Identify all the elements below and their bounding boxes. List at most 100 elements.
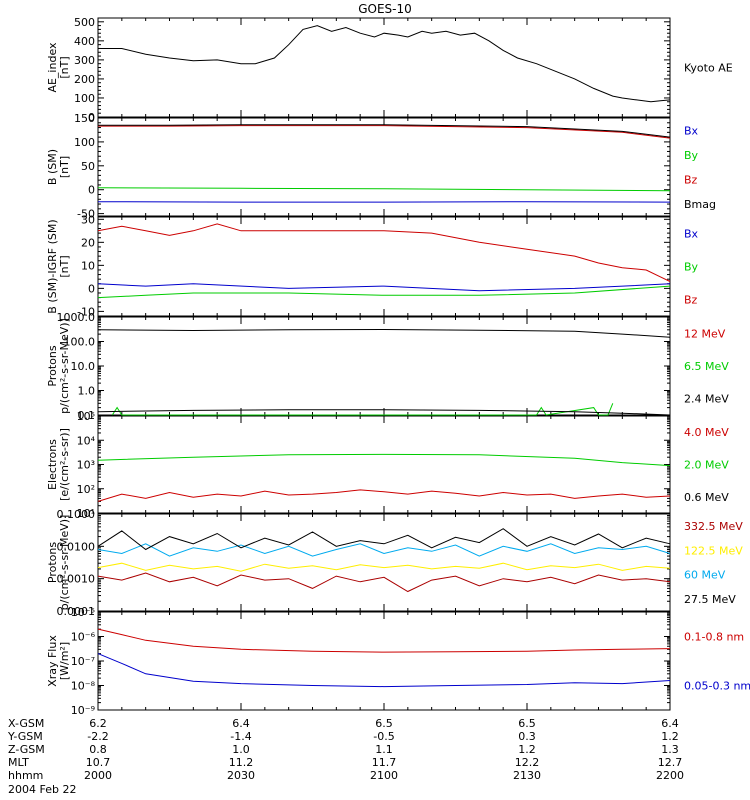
date-label: 2004 Feb 22 [8,783,76,796]
y-tick-label: 20 [81,236,95,249]
footer-row-label: MLT [8,756,29,769]
legend-entry: 0.6 MeV [684,491,729,504]
footer-value: 1.0 [232,743,250,756]
y-axis-label: B (SM)-IGRF (SM) [46,219,59,313]
series-line-Bx [97,283,671,292]
legend-entry: 0.1-0.8 nm [684,631,744,644]
series-line-Bmag [98,124,671,138]
legend-entry: 12 MeV [684,327,726,340]
footer-row-label: hhmm [8,769,43,782]
y-tick-label: 150 [74,112,95,125]
legend-entry: 4.0 MeV [684,426,729,439]
y-tick-label: 500 [74,16,95,29]
series-line-Bz [97,223,671,282]
series-line-By [97,187,671,192]
legend-entry: 60 MeV [684,569,726,582]
y-tick-label: -10 [77,305,95,318]
series-line-6-5-MeV [111,403,614,416]
y-tick-label: 10³ [77,459,95,472]
y-axis-label: B (SM) [46,149,59,185]
y-tick-label: 10⁵ [77,410,95,423]
y-axis-label: Xray Flux [46,635,59,687]
series-line-By [97,285,671,299]
footer-value: 10.7 [86,756,111,769]
panel-frame [97,415,671,514]
legend-entry: 0.05-0.3 nm [684,680,750,693]
panel-1: -50 0 50 100 150 B (SM) [nT] Bx By Bz Bmag [46,112,716,221]
y-axis-label: [W/m²] [58,642,71,680]
y-tick-label: 0.0001 [57,605,96,618]
panel-frame [97,117,671,217]
y-tick-label: 10⁴ [77,434,96,447]
legend-entry: 2.0 MeV [684,459,729,472]
footer-row-label: Y-GSM [7,730,43,743]
y-tick-label: 0.1 [78,409,96,422]
y-axis-label: p/(cm²-s-sr-MeV)] [58,515,71,611]
y-tick-label: 10⁻⁷ [71,655,95,668]
footer-value: 12.7 [658,756,683,769]
legend-entry: Bx [684,124,699,137]
legend-entry: Bz [684,294,698,307]
y-tick-label: 30 [81,213,95,226]
panel-2: -10 0 10 20 30 B (SM)-IGRF (SM) [nT] Bx By Bz [46,213,699,318]
series-line-0-6-MeV [97,409,671,416]
y-tick-label: 10⁻⁹ [71,704,95,717]
legend-entry: Bx [684,228,699,241]
series-line-0-05-0-3-nm [97,653,671,688]
y-axis-label: AE_index [46,42,59,93]
series-line-332-5-MeV [97,572,671,593]
series-line-Bz [98,125,671,139]
footer-value: 11.7 [372,756,397,769]
series-line-2-0-MeV [97,453,671,467]
footer-value: 6.2 [89,717,107,730]
panel-0: 0 100 200 300 400 500 AE_index [nT] Kyoto AE [46,16,733,124]
y-tick-label: 0 [88,282,95,295]
y-tick-label: 10¹ [77,507,95,520]
series-line-Kyoto-AE [98,25,671,103]
series-line-0-1-0-8-nm [97,628,671,653]
footer-value: 1.1 [375,743,393,756]
y-tick-label: 0.1000 [57,508,96,521]
y-axis-label: [e/(cm²-s-sr)] [58,428,71,501]
panel-frame [97,611,671,711]
y-axis-label: Protons [46,345,59,386]
footer-value: 0.8 [89,743,107,756]
y-tick-label: 1.0 [78,385,96,398]
series-line-27-5-MeV [97,528,671,551]
y-tick-label: 300 [74,54,95,67]
panel-3: 0.1 1.0 10.0 100.0 1000.0 Protons p/(cm²-s-sr-… [46,311,729,422]
y-tick-label: 0.0010 [57,573,96,586]
y-tick-label: 0.0100 [57,540,96,553]
y-tick-label: 100.0 [64,336,96,349]
y-tick-label: 10 [81,259,95,272]
panel-5: 0.0001 0.0010 0.0100 0.1000 Protons p/(cm²-s-… [46,508,743,618]
series-line-4-0-MeV [97,489,671,502]
footer-value: 2200 [656,769,684,782]
footer-value: 2000 [84,769,112,782]
y-tick-label: 1000.0 [57,311,96,324]
panel-frame [97,513,671,612]
legend-entry: 332.5 MeV [684,520,743,533]
y-axis-label: Electrons [46,439,59,490]
y-tick-label: 100 [74,92,95,105]
footer-value: 12.2 [515,756,540,769]
footer-value: 6.4 [232,717,250,730]
chart-title: GOES-10 [358,2,412,16]
footer-value: -1.4 [230,730,251,743]
footer-value: 6.5 [518,717,536,730]
footer-value: -2.2 [87,730,108,743]
y-axis-label: [nT] [58,56,71,78]
y-tick-label: 10² [77,483,95,496]
y-tick-label: 50 [81,160,95,173]
panel-4: 10¹ 10² 10³ 10⁴ 10⁵ Electrons [e/(cm²-s-sr)] 4.… [46,409,729,520]
legend-entry: By [684,261,699,274]
y-tick-label: -50 [77,208,95,221]
footer-value: 6.4 [661,717,679,730]
y-tick-label: 10.0 [71,360,96,373]
y-axis-label: Protons [46,542,59,583]
series-line-2-4-MeV [97,328,671,338]
y-tick-label: 400 [74,35,95,48]
legend-entry: By [684,149,699,162]
panel-frame [97,216,671,317]
y-tick-label: 100 [74,136,95,149]
